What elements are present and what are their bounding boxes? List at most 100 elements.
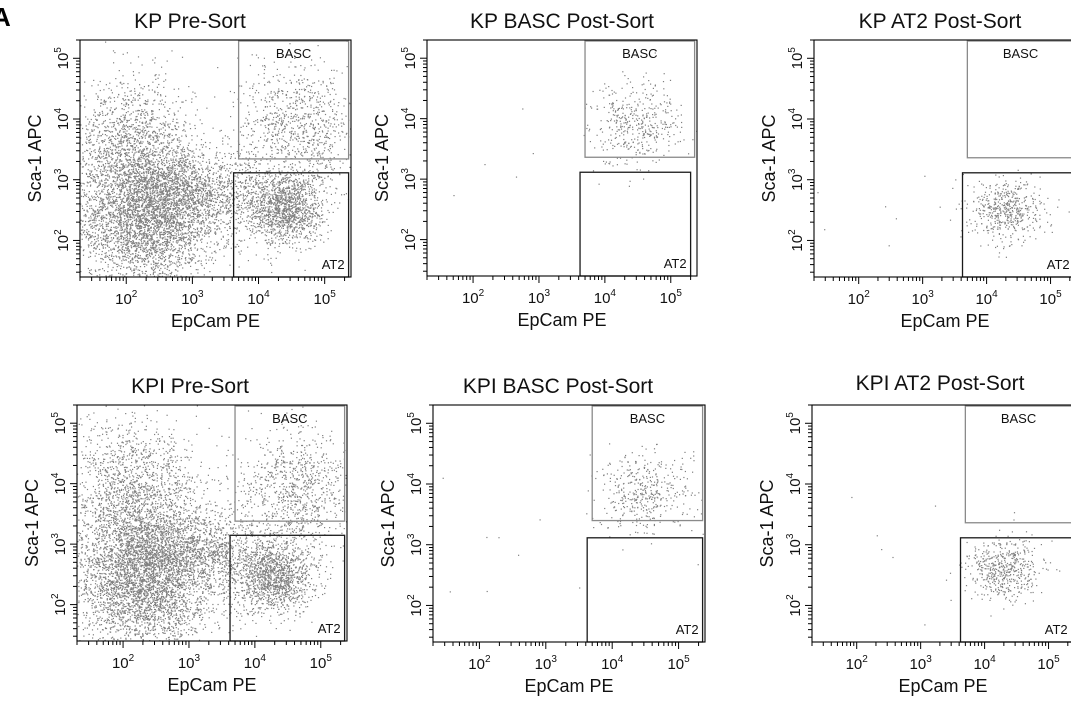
event-point — [138, 223, 139, 224]
event-point — [114, 52, 115, 53]
event-point — [139, 191, 140, 192]
event-point — [125, 135, 126, 136]
event-point — [110, 149, 111, 150]
event-point — [95, 220, 96, 221]
event-point — [160, 94, 161, 95]
event-point — [169, 228, 170, 229]
event-point — [320, 234, 321, 235]
event-point — [169, 270, 170, 271]
event-point — [141, 205, 142, 206]
event-point — [181, 165, 182, 166]
event-point — [227, 197, 228, 198]
event-point — [99, 213, 100, 214]
event-point — [116, 152, 117, 153]
event-point — [297, 180, 298, 181]
event-point — [165, 191, 166, 192]
event-point — [84, 230, 85, 231]
event-point — [135, 210, 136, 211]
event-point — [145, 156, 146, 157]
event-point — [244, 240, 245, 241]
event-point — [110, 110, 111, 111]
event-point — [162, 248, 163, 249]
event-point — [127, 143, 128, 144]
event-point — [123, 214, 124, 215]
event-point — [165, 239, 166, 240]
event-point — [186, 226, 187, 227]
event-point — [102, 268, 103, 269]
event-point — [89, 225, 90, 226]
event-point — [99, 148, 100, 149]
event-point — [136, 171, 137, 172]
event-point — [154, 210, 155, 211]
event-point — [155, 79, 156, 80]
event-point — [182, 173, 183, 174]
event-point — [126, 228, 127, 229]
event-point — [198, 260, 199, 261]
event-point — [129, 177, 130, 178]
event-point — [225, 156, 226, 157]
event-point — [85, 224, 86, 225]
event-point — [227, 230, 228, 231]
event-point — [157, 184, 158, 185]
event-point — [163, 225, 164, 226]
event-point — [89, 176, 90, 177]
event-point — [222, 138, 223, 139]
event-point — [111, 274, 112, 275]
event-point — [142, 64, 143, 65]
event-point — [140, 197, 141, 198]
event-point — [139, 98, 140, 99]
event-point — [135, 147, 136, 148]
event-point — [107, 161, 108, 162]
event-point — [84, 95, 85, 96]
event-point — [185, 258, 186, 259]
event-point — [147, 231, 148, 232]
event-point — [136, 134, 137, 135]
event-point — [201, 174, 202, 175]
event-point — [299, 242, 300, 243]
event-point — [137, 165, 138, 166]
event-point — [185, 226, 186, 227]
event-point — [197, 250, 198, 251]
event-point — [134, 246, 135, 247]
event-point — [88, 176, 89, 177]
event-point — [146, 159, 147, 160]
event-point — [170, 150, 171, 151]
event-point — [126, 122, 127, 123]
event-point — [85, 216, 86, 217]
event-point — [164, 245, 165, 246]
event-point — [190, 259, 191, 260]
event-point — [107, 245, 108, 246]
event-point — [147, 258, 148, 259]
event-point — [161, 199, 162, 200]
event-point — [112, 191, 113, 192]
event-point — [176, 129, 177, 130]
event-point — [103, 141, 104, 142]
event-point — [183, 124, 184, 125]
event-point — [137, 119, 138, 120]
event-point — [110, 132, 111, 133]
event-point — [139, 274, 140, 275]
event-point — [109, 218, 110, 219]
event-point — [90, 220, 91, 221]
event-point — [100, 151, 101, 152]
event-point — [152, 104, 153, 105]
event-point — [183, 205, 184, 206]
event-point — [118, 247, 119, 248]
event-point — [130, 236, 131, 237]
event-point — [111, 168, 112, 169]
event-point — [136, 169, 137, 170]
event-point — [122, 169, 123, 170]
event-point — [306, 213, 307, 214]
event-point — [130, 159, 131, 160]
event-point — [171, 273, 172, 274]
event-point — [133, 155, 134, 156]
event-point — [141, 245, 142, 246]
event-point — [124, 207, 125, 208]
event-point — [267, 230, 268, 231]
event-point — [134, 143, 135, 144]
event-point — [94, 214, 95, 215]
event-point — [99, 204, 100, 205]
event-point — [90, 181, 91, 182]
event-point — [148, 228, 149, 229]
event-point — [127, 180, 128, 181]
